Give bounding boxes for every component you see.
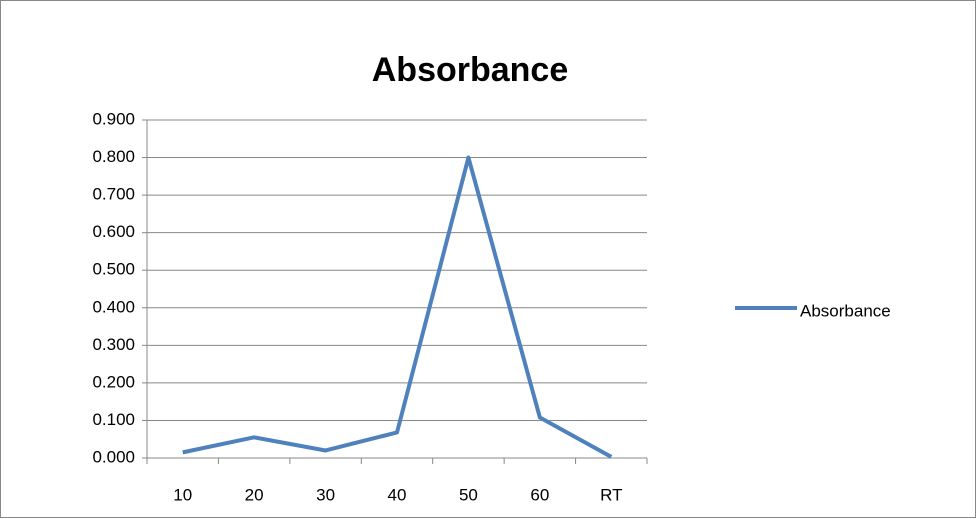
y-tick-label: 0.200 [92,372,135,391]
y-tick-label: 0.000 [92,447,135,466]
chart-title: Absorbance [372,51,569,89]
y-tick-label: 0.600 [92,222,135,241]
y-tick-label: 0.400 [92,297,135,316]
legend-label: Absorbance [800,301,891,320]
x-tick-label: 40 [388,485,407,504]
x-tick-label: 30 [316,485,335,504]
x-tick-label: 20 [245,485,264,504]
y-tick-label: 0.900 [92,109,135,128]
x-tick-label: 10 [173,485,192,504]
y-tick-label: 0.800 [92,147,135,166]
y-tick-label: 0.300 [92,335,135,354]
y-tick-label: 0.500 [92,260,135,279]
x-tick-label: 60 [530,485,549,504]
x-tick-label: RT [600,485,622,504]
y-tick-label: 0.100 [92,410,135,429]
x-tick-label: 50 [459,485,478,504]
y-tick-label: 0.700 [92,185,135,204]
chart: Absorbance 0.000 0.100 0.200 0.300 0.400 0.50… [0,0,977,519]
